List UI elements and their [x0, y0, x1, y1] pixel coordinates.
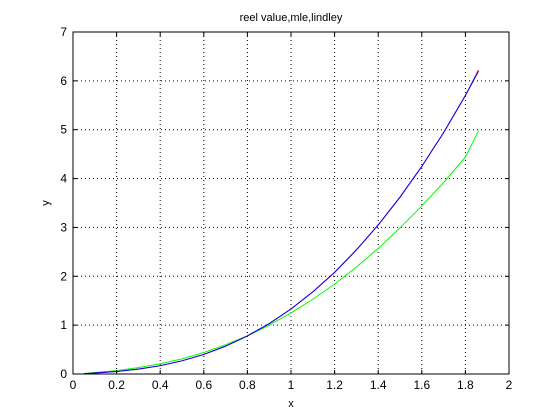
y-tick-label: 2 — [60, 269, 67, 283]
x-tick-label: 0 — [70, 378, 77, 392]
x-tick-label: 1.8 — [457, 378, 474, 392]
x-tick-label: 1.6 — [413, 378, 430, 392]
y-tick-label: 3 — [60, 220, 67, 234]
series-group — [83, 69, 479, 375]
x-tick-label: 1.2 — [326, 378, 343, 392]
series-line-1 — [83, 130, 479, 375]
series-line-3 — [83, 70, 479, 375]
y-tick-labels: 0 1 2 3 4 5 6 7 — [60, 25, 67, 381]
x-tick-label: 0.4 — [152, 378, 169, 392]
y-tick-label: 4 — [60, 172, 67, 186]
y-tick-label: 1 — [60, 318, 67, 332]
x-tick-label: 0.2 — [108, 378, 125, 392]
plot-area — [73, 32, 509, 374]
ticks — [72, 31, 510, 375]
y-tick-label: 5 — [60, 123, 67, 137]
chart-title: reel value,mle,lindley — [240, 12, 343, 24]
x-tick-label: 1 — [288, 378, 295, 392]
x-tick-label: 0.8 — [239, 378, 256, 392]
x-tick-labels: 0 0.2 0.4 0.6 0.8 1 1.2 1.4 1.6 1.8 2 — [70, 378, 513, 392]
grid — [73, 32, 509, 374]
x-tick-label: 1.4 — [370, 378, 387, 392]
y-axis-label: y — [40, 200, 52, 206]
x-tick-label: 0.6 — [195, 378, 212, 392]
y-tick-label: 6 — [60, 74, 67, 88]
x-axis-label: x — [288, 398, 294, 410]
y-tick-label: 0 — [60, 367, 67, 381]
x-tick-label: 2 — [506, 378, 513, 392]
y-tick-label: 7 — [60, 25, 67, 39]
